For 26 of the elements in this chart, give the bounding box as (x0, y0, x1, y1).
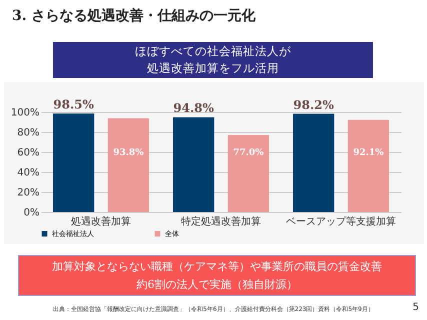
data-label: 77.0% (233, 148, 264, 158)
x-tick-label: 特定処遇改善加算 (181, 216, 261, 228)
chart-title: 3. さらなる処遇改善・仕組みの一元化 (12, 7, 256, 25)
bar (293, 114, 334, 212)
data-label: 93.8% (113, 148, 144, 158)
bar (173, 117, 214, 212)
data-label: 92.1% (353, 148, 384, 158)
chart-subtitle: ほぼすべての社会福祉法人が処遇改善加算をフル活用 (53, 42, 373, 78)
y-tick-label: 20% (17, 188, 40, 198)
x-tick-label: ベースアップ等支援加算 (286, 216, 396, 228)
bar (348, 120, 389, 212)
x-tick-label: 処遇改善加算 (71, 216, 131, 228)
y-tick-label: 100% (10, 108, 40, 118)
y-tick-label: 80% (17, 128, 40, 138)
bar (53, 114, 94, 212)
y-tick-label: 60% (17, 148, 40, 158)
text: 5 (412, 302, 419, 313)
bar (108, 118, 149, 212)
data-label: 98.5% (53, 98, 94, 112)
text: 約6割の法人で実施（独自財源） (136, 277, 298, 293)
bar (228, 135, 269, 212)
y-tick-label: 40% (17, 168, 40, 178)
y-tick-label: 0% (24, 208, 40, 218)
text: 加算対象とならない職種（ケアマネ等）や事業所の職員の賃金改善 (51, 259, 383, 275)
data-label: 94.8% (173, 101, 214, 116)
data-label: 98.2% (293, 98, 334, 112)
